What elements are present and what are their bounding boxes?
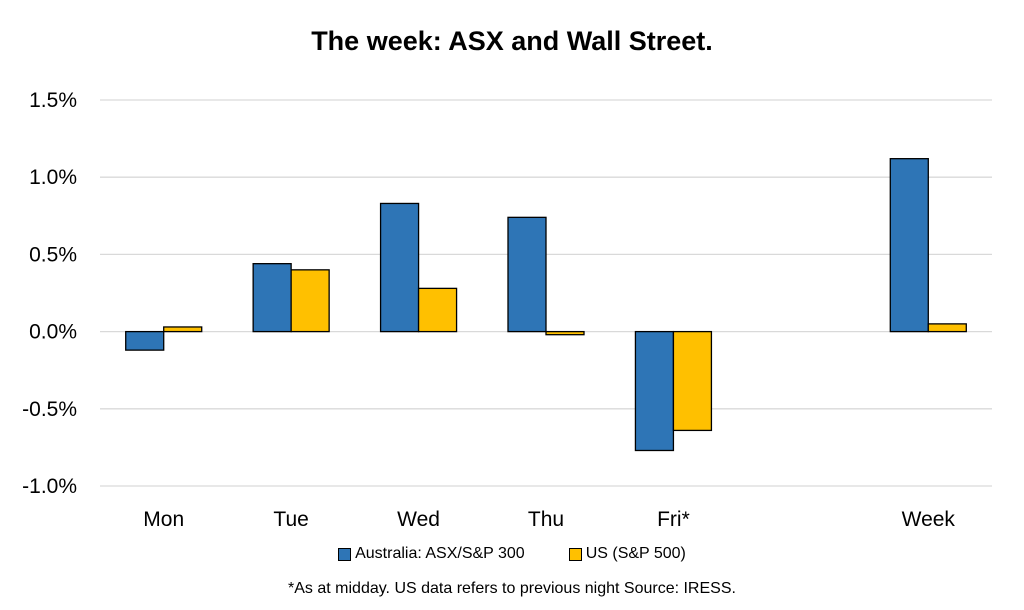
footnote: *As at midday. US data refers to previou… [288, 580, 736, 597]
legend-item-australia: Australia: ASX/S&P 300 [338, 545, 525, 563]
y-tick-label: 1.5% [29, 89, 77, 112]
legend-swatch-us [568, 547, 582, 561]
legend-swatch-australia [338, 547, 352, 561]
bar-us [417, 287, 458, 333]
bar-australia [634, 330, 675, 452]
x-category-label: Wed [397, 508, 440, 531]
legend-item-us: US (S&P 500) [568, 545, 686, 563]
x-category-label: Mon [143, 508, 184, 531]
bar-us [163, 326, 203, 333]
x-category-label: Tue [273, 508, 308, 531]
legend: Australia: ASX/S&P 300 US (S&P 500) [0, 545, 1024, 563]
x-category-label: Fri* [657, 508, 690, 531]
bar-australia [379, 202, 420, 333]
bar-australia [889, 158, 929, 333]
bars [125, 158, 967, 452]
bar-australia [252, 263, 292, 333]
bar-australia [507, 216, 547, 333]
legend-label-australia: Australia: ASX/S&P 300 [355, 545, 525, 562]
bar-australia [125, 330, 165, 351]
y-tick-label: 0.0% [29, 321, 77, 344]
bar-us [672, 330, 713, 432]
legend-label-us: US (S&P 500) [585, 545, 686, 562]
y-axis-ticks: 1.5% 1.0% 0.5% 0.0% -0.5% -1.0% [22, 89, 77, 498]
x-category-label: Thu [528, 508, 564, 531]
x-category-label: Week [902, 508, 956, 531]
y-tick-label: -0.5% [22, 398, 77, 421]
bar-us [927, 323, 967, 333]
x-axis-labels: Mon Tue Wed Thu Fri* Week [143, 508, 955, 531]
bar-us [545, 330, 585, 336]
bar-us [290, 269, 330, 333]
y-tick-label: 0.5% [29, 243, 77, 266]
y-tick-label: 1.0% [29, 166, 77, 189]
y-tick-label: -1.0% [22, 475, 77, 498]
chart-title: The week: ASX and Wall Street. [311, 26, 713, 56]
bar-chart: 1.5% 1.0% 0.5% 0.0% -0.5% -1.0% Mon Tue Wed Thu F… [22, 89, 992, 531]
